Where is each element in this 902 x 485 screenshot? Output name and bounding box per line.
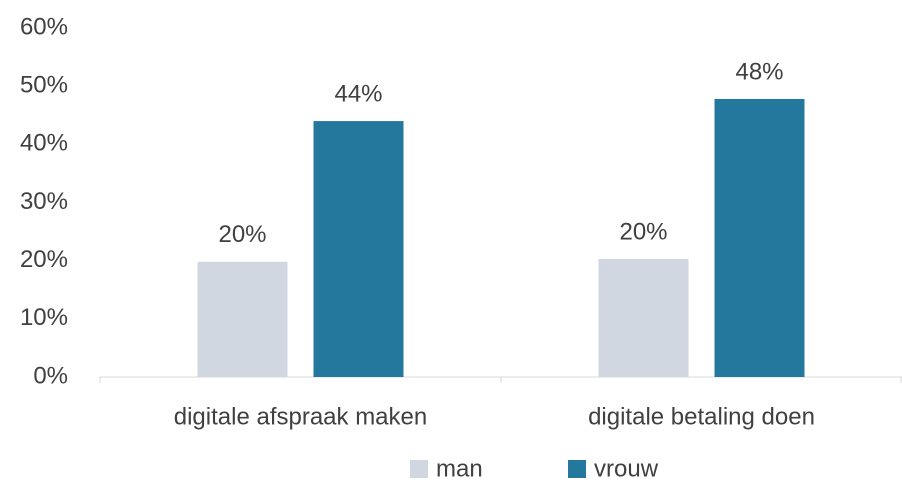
bar [714,98,805,378]
bar [598,258,689,377]
y-tick-label: 40% [20,130,68,157]
y-tick-label: 0% [33,362,68,389]
bar [313,121,404,377]
x-tick-label: digitale betaling doen [588,403,815,430]
x-tick-label: digitale afspraak maken [174,403,427,430]
legend-label: vrouw [594,455,659,482]
y-tick-label: 10% [20,304,68,331]
bar [197,261,288,377]
legend-swatch [568,460,586,478]
y-tick-label: 60% [20,13,68,40]
data-label: 48% [735,58,783,85]
data-label: 44% [334,80,382,107]
data-label: 20% [619,218,667,245]
y-tick-label: 30% [20,188,68,215]
data-label: 20% [218,221,266,248]
legend-swatch [410,460,428,478]
y-tick-label: 50% [20,72,68,99]
y-tick-label: 20% [20,246,68,273]
legend-label: man [436,455,483,482]
